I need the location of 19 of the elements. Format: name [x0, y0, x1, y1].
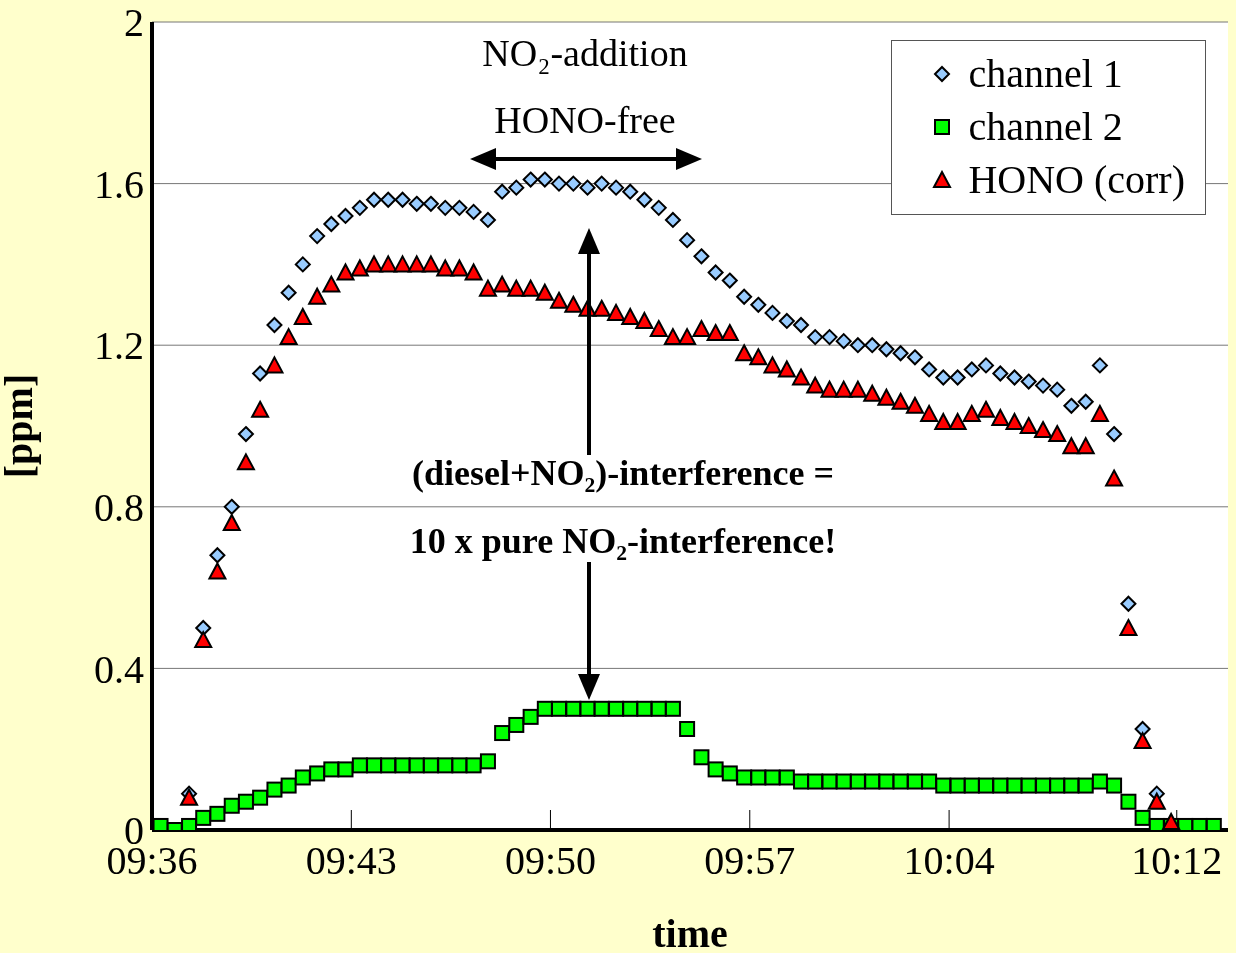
- legend-label: channel 2: [968, 103, 1123, 151]
- x-tick-label: 09:50: [504, 838, 597, 883]
- x-axis-title: time: [652, 911, 728, 953]
- x-tick-label: 09:57: [704, 838, 796, 883]
- x-tick-label: 10:12: [1131, 838, 1223, 883]
- y-tick-label: 0.8: [94, 485, 144, 530]
- annotation: 10 x pure NO₂-interference!: [409, 520, 837, 563]
- legend-label: channel 1: [968, 50, 1123, 98]
- y-tick-label: 1.6: [94, 161, 144, 207]
- annotation: NO₂-addition: [482, 31, 688, 76]
- y-tick-label: 1.2: [94, 323, 144, 369]
- legend-label: HONO (corr): [968, 156, 1185, 204]
- x-tick-label: 10:04: [903, 838, 995, 883]
- y-axis-title: [ppm]: [0, 373, 42, 479]
- annotation: (diesel+NO₂)-interference =: [412, 452, 834, 495]
- annotation: HONO-free: [494, 98, 676, 143]
- x-tick-label: 09:43: [305, 838, 397, 883]
- y-tick-label: 0.4: [94, 646, 144, 692]
- y-tick-label: 2: [124, 0, 144, 46]
